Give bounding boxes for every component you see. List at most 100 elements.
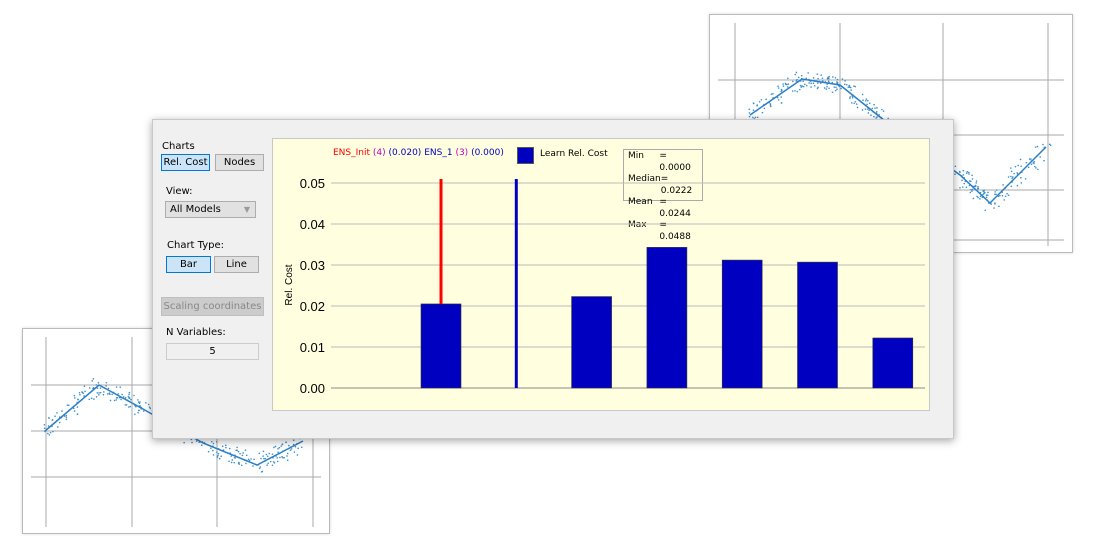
scatter-point	[838, 85, 841, 88]
scatter-point	[130, 398, 132, 401]
rel-cost-button[interactable]: Rel. Cost	[161, 154, 210, 171]
scatter-point	[851, 97, 854, 99]
scatter-point	[973, 185, 976, 188]
scatter-point	[769, 105, 772, 108]
scatter-point	[294, 445, 297, 448]
scatter-point	[971, 174, 973, 177]
bar	[420, 303, 462, 389]
view-select-value: All Models	[170, 204, 221, 215]
ens-init-count: (4)	[372, 148, 386, 158]
scatter-point	[1007, 176, 1010, 178]
scatter-point	[296, 454, 299, 456]
scatter-point	[876, 107, 878, 109]
scatter-point	[873, 115, 875, 118]
scatter-point	[850, 102, 853, 104]
n-variables-field[interactable]: 5	[166, 343, 259, 360]
chart-area: ENS_Init (4) (0.020) ENS_1 (3) (0.000) L…	[272, 138, 930, 411]
scatter-point	[119, 386, 122, 388]
scatter-point	[56, 426, 59, 428]
scatter-point	[1007, 194, 1010, 196]
scatter-point	[850, 89, 852, 91]
scatter-point	[281, 455, 283, 458]
scatter-point	[760, 98, 763, 101]
bar-button[interactable]: Bar	[166, 256, 211, 273]
scatter-point	[873, 103, 875, 106]
scatter-point	[887, 117, 889, 120]
scatter-point	[1028, 158, 1031, 160]
scatter-point	[807, 72, 809, 74]
scatter-point	[1017, 164, 1019, 167]
scatter-point	[805, 84, 808, 87]
scatter-point	[96, 392, 99, 394]
scatter-point	[971, 190, 973, 192]
scatter-point	[286, 452, 289, 455]
scatter-point	[756, 104, 758, 106]
scatter-point	[1034, 165, 1036, 168]
scatter-point	[47, 432, 49, 435]
scaling-coordinates-button[interactable]: Scaling coordinates	[161, 297, 264, 316]
scatter-point	[795, 71, 798, 74]
scatter-point	[88, 398, 91, 401]
scatter-point	[263, 457, 265, 460]
scatter-point	[259, 466, 262, 468]
scatter-point	[128, 391, 131, 394]
scatter-point	[874, 107, 876, 109]
legend-swatch	[517, 147, 534, 164]
scatter-point	[802, 85, 805, 88]
scatter-point	[98, 392, 100, 394]
scatter-point	[994, 193, 996, 196]
scatter-point	[796, 90, 799, 93]
scatter-point	[72, 407, 75, 410]
scatter-point	[866, 103, 868, 106]
scatter-point	[752, 102, 755, 105]
y-tick-label: 0.04	[300, 217, 325, 232]
scatter-point	[105, 385, 107, 387]
scatter-point	[115, 386, 118, 388]
scatter-point	[777, 87, 780, 89]
scatter-point	[73, 410, 76, 412]
scatter-point	[1012, 176, 1014, 178]
scatter-point	[285, 441, 287, 444]
scatter-point	[865, 100, 867, 102]
scatter-point	[977, 187, 979, 190]
ens-init-label: ENS_Init	[333, 148, 371, 158]
scatter-point	[241, 454, 244, 457]
line-button[interactable]: Line	[214, 256, 259, 273]
scatter-point	[1003, 199, 1006, 201]
scatter-point	[752, 109, 755, 112]
scatter-point	[827, 77, 830, 79]
scatter-point	[77, 398, 80, 401]
scatter-point	[802, 80, 804, 82]
scatter-point	[212, 454, 215, 456]
scatter-point	[264, 457, 267, 460]
scatter-point	[211, 449, 214, 452]
stats-box: Min = 0.0000 Median = 0.0222 Mean = 0.0244 Max…	[623, 149, 703, 242]
scatter-point	[979, 198, 981, 200]
scatter-point	[228, 460, 230, 463]
scatter-point	[195, 440, 198, 442]
scatter-point	[826, 77, 829, 80]
scatter-point	[972, 197, 975, 200]
nodes-button[interactable]: Nodes	[215, 154, 264, 171]
stat-row: Median = 0.0222	[628, 174, 698, 197]
scatter-point	[840, 87, 842, 90]
view-select[interactable]: All Models ▼	[165, 201, 256, 218]
scatter-point	[97, 382, 100, 384]
scatter-point	[855, 103, 858, 105]
stat-value: = 0.0222	[660, 174, 693, 196]
scatter-point	[250, 458, 252, 460]
scatter-point	[137, 401, 140, 403]
scatter-point	[785, 83, 788, 86]
scatter-point	[133, 394, 135, 397]
scatter-point	[831, 76, 834, 78]
scatter-point	[791, 90, 794, 92]
scatter-point	[836, 78, 839, 81]
scatter-point	[965, 186, 968, 189]
scatter-point	[1019, 158, 1022, 161]
scatter-point	[1002, 184, 1004, 186]
scatter-point	[245, 462, 247, 465]
scatter-point	[812, 77, 815, 79]
scatter-point	[787, 83, 790, 85]
scatter-point	[780, 90, 782, 93]
scatter-point	[134, 413, 136, 416]
